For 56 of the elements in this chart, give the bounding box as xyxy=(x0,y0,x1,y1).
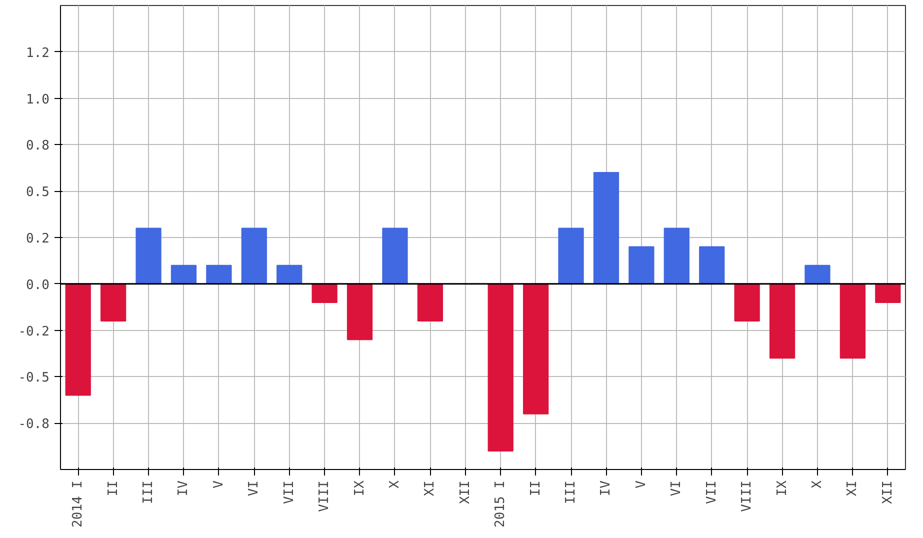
x-tick-label: III xyxy=(564,480,579,504)
y-tick-label: 0.5 xyxy=(26,185,50,200)
bar xyxy=(206,264,232,284)
bar xyxy=(522,283,549,414)
bar xyxy=(699,246,725,284)
bar xyxy=(417,283,444,322)
x-tick-label: II xyxy=(528,480,544,496)
x-tick-label: V xyxy=(634,480,649,488)
bar xyxy=(488,283,514,452)
x-tick-label: VIII xyxy=(317,480,332,512)
bar xyxy=(840,283,866,359)
bar xyxy=(558,228,584,284)
x-tick-label: XII xyxy=(458,480,473,504)
x-tick-label: XI xyxy=(422,480,438,496)
bar xyxy=(664,228,690,284)
y-tick-label: 0.2 xyxy=(26,232,50,246)
bar xyxy=(241,228,267,284)
x-tick-label: 2014 I xyxy=(70,480,86,528)
y-tick-label: -0.2 xyxy=(18,324,50,340)
x-tick-label: V xyxy=(211,480,226,488)
y-tick-label: 1.2 xyxy=(26,46,50,61)
x-tick-label: X xyxy=(810,480,825,488)
y-tick-label: 0.0 xyxy=(26,278,50,293)
bar xyxy=(769,283,796,359)
bar xyxy=(593,172,620,284)
bar xyxy=(170,264,197,284)
bar xyxy=(65,283,91,396)
y-tick-label: -0.5 xyxy=(18,370,50,386)
x-tick-label: VIII xyxy=(740,480,755,512)
x-tick-label: VII xyxy=(282,480,297,504)
bar xyxy=(628,246,654,284)
x-tick-label: VI xyxy=(246,480,262,496)
x-tick-label: IX xyxy=(352,480,368,496)
x-tick-label: IV xyxy=(176,480,192,496)
x-tick-label: 2015 I xyxy=(493,480,508,528)
x-tick-label: IV xyxy=(598,480,614,496)
bar xyxy=(804,264,830,284)
bar xyxy=(346,283,373,340)
y-tick-label: 0.8 xyxy=(26,138,50,154)
bar xyxy=(875,283,901,303)
bar xyxy=(100,283,126,322)
bar xyxy=(136,228,162,284)
y-tick-label: -0.8 xyxy=(18,417,50,432)
bar xyxy=(276,264,302,284)
x-tick-label: II xyxy=(106,480,121,496)
x-tick-label: XII xyxy=(880,480,896,504)
bar xyxy=(312,283,338,303)
x-tick-label: III xyxy=(141,480,156,504)
x-tick-label: VI xyxy=(669,480,684,496)
bar xyxy=(734,283,760,322)
x-tick-label: IX xyxy=(774,480,790,496)
x-tick-label: VII xyxy=(704,480,720,504)
y-tick-label: 1.0 xyxy=(26,92,50,108)
x-tick-label: X xyxy=(387,480,402,488)
x-tick-label: XI xyxy=(845,480,860,496)
bar xyxy=(382,228,408,284)
